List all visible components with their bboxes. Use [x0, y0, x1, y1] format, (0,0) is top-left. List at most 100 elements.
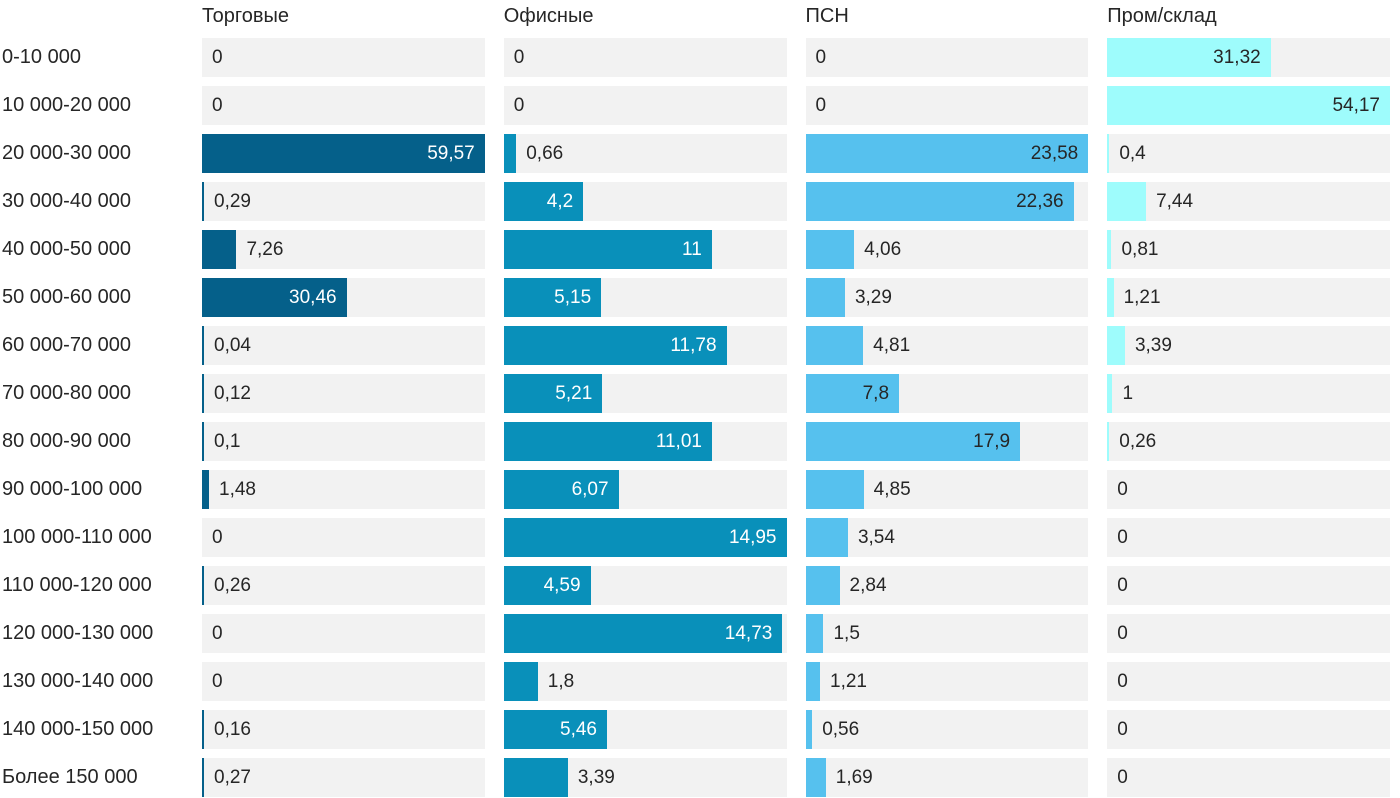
- value-label: 11,78: [670, 335, 717, 356]
- bar-track: 7,26: [202, 230, 485, 269]
- value-label: 3,54: [857, 527, 895, 548]
- bar-track: 0: [202, 38, 485, 77]
- bar: [805, 566, 840, 605]
- row-label: 110 000-120 000: [2, 574, 152, 596]
- bar: [1107, 326, 1125, 365]
- value-label: 0,81: [1121, 239, 1159, 260]
- bar: [805, 710, 813, 749]
- row-label: 10 000-20 000: [2, 94, 132, 116]
- bar: [202, 182, 204, 221]
- bar-track: 0,04: [202, 326, 485, 365]
- value-label: 4,59: [543, 575, 581, 596]
- value-label: 0,26: [1119, 431, 1157, 452]
- bar: [503, 278, 602, 317]
- bar-track: 4,2: [503, 182, 787, 221]
- value-label: 5,21: [555, 383, 593, 404]
- value-label: 0: [815, 95, 827, 116]
- value-label: 0: [1117, 767, 1128, 788]
- bar-track: 1,69: [805, 758, 1089, 797]
- bar-track: 4,06: [805, 230, 1089, 269]
- value-label: 0,66: [526, 143, 564, 164]
- bar-track: 22,36: [805, 182, 1089, 221]
- bar: [503, 374, 603, 413]
- row-label: 100 000-110 000: [2, 526, 152, 548]
- bar-track: 11,01: [503, 422, 787, 461]
- row-label: 90 000-100 000: [2, 478, 143, 500]
- value-label: 0,26: [214, 575, 251, 596]
- value-label: 1,21: [1123, 287, 1161, 308]
- bar: [202, 230, 237, 269]
- bar-track: 6,07: [503, 470, 787, 509]
- bar-track: 0: [202, 614, 485, 653]
- bar: [805, 662, 820, 701]
- bar: [1107, 134, 1110, 173]
- bar: [805, 422, 1021, 461]
- row-label: 20 000-30 000: [2, 142, 132, 164]
- value-label: 14,73: [724, 623, 773, 644]
- bar: [503, 230, 712, 269]
- bar-track: 0: [1107, 662, 1390, 701]
- bar-track: 0: [202, 518, 485, 557]
- bar: [503, 326, 727, 365]
- bar: [202, 374, 204, 413]
- row-label: 50 000-60 000: [2, 286, 132, 308]
- bar: [805, 374, 900, 413]
- bar: [503, 470, 619, 509]
- bar: [503, 710, 607, 749]
- row-label: 40 000-50 000: [2, 238, 132, 260]
- bar: [805, 134, 1089, 173]
- value-label: 0,04: [214, 335, 251, 356]
- row-label: 30 000-40 000: [2, 190, 132, 212]
- value-label: 0: [513, 47, 525, 68]
- bar-track: 0,16: [202, 710, 485, 749]
- bar-track: 1: [1107, 374, 1390, 413]
- bar-track: 0: [503, 38, 787, 77]
- bar-track: 0,66: [503, 134, 787, 173]
- value-label: 23,58: [1030, 143, 1079, 164]
- value-label: 1,21: [830, 671, 867, 692]
- value-label: 4,2: [546, 191, 574, 212]
- bar-track: 7,8: [805, 374, 1089, 413]
- bar-track: 59,57: [202, 134, 485, 173]
- bar-track: 7,44: [1107, 182, 1390, 221]
- bar-track: 2,84: [805, 566, 1089, 605]
- bar: [805, 326, 864, 365]
- bar-track: 3,39: [1107, 326, 1390, 365]
- value-label: 59,57: [427, 143, 475, 164]
- bar-track: 14,95: [503, 518, 787, 557]
- bar: [1107, 278, 1114, 317]
- value-label: 0: [212, 47, 223, 68]
- bar: [202, 566, 204, 605]
- bar-track: 0: [503, 86, 787, 125]
- bar: [503, 134, 517, 173]
- bar-track: 30,46: [202, 278, 485, 317]
- value-label: 14,95: [728, 527, 777, 548]
- value-label: 1,48: [219, 479, 256, 500]
- value-label: 1: [1122, 383, 1134, 404]
- value-label: 4,81: [873, 335, 911, 356]
- bar-track: 0,26: [1107, 422, 1390, 461]
- bar: [1107, 422, 1110, 461]
- value-label: 0: [513, 95, 525, 116]
- bar-track: 11,78: [503, 326, 787, 365]
- bar: [202, 134, 485, 173]
- row-label: 70 000-80 000: [2, 382, 132, 404]
- bar-track: 4,85: [805, 470, 1089, 509]
- bar: [805, 182, 1074, 221]
- bar-track: 3,54: [805, 518, 1089, 557]
- bar: [805, 230, 855, 269]
- bar: [503, 566, 591, 605]
- bar-track: 0: [202, 86, 485, 125]
- bar-track: 0,4: [1107, 134, 1390, 173]
- value-label: 31,32: [1213, 47, 1261, 68]
- bar: [1107, 38, 1271, 77]
- value-label: 0: [1117, 479, 1128, 500]
- bar-track: 17,9: [805, 422, 1089, 461]
- row-label: 130 000-140 000: [2, 670, 154, 692]
- bar: [805, 614, 824, 653]
- value-label: 3,39: [1134, 335, 1172, 356]
- value-label: 11,01: [655, 431, 702, 452]
- bar-track: 4,81: [805, 326, 1089, 365]
- value-label: 0: [1117, 623, 1128, 644]
